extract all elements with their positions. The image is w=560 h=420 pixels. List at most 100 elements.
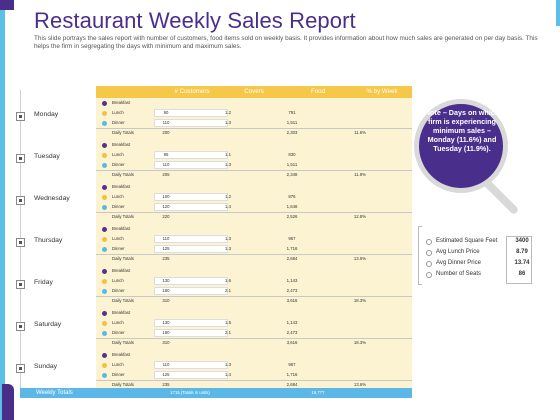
covers-value: 1.6	[225, 278, 231, 283]
customers-value: 100	[162, 194, 170, 199]
input-box	[154, 361, 228, 369]
breakfast-dot-icon	[102, 311, 107, 316]
customers-value: 200	[162, 130, 170, 135]
dinner-dot-icon	[102, 289, 107, 294]
day-row: Monday	[16, 98, 96, 138]
stat-value: 13.74	[514, 260, 530, 266]
breakfast-label: Breakfast	[112, 352, 131, 357]
accent-left-bar	[0, 10, 5, 420]
totals-divider	[96, 380, 412, 381]
customers-value: 110	[162, 362, 170, 367]
daily-label: Daily Totals	[112, 382, 134, 387]
daily-label: Daily Totals	[112, 340, 134, 345]
daily-label: Daily Totals	[112, 130, 134, 135]
page-title: Restaurant Weekly Sales Report	[34, 8, 356, 33]
customers-value: 125	[162, 246, 170, 251]
food-value: 3,616	[286, 340, 298, 345]
food-value: 2,684	[286, 256, 298, 261]
customers-value: 235	[162, 256, 170, 261]
sales-table	[96, 86, 412, 388]
customers-value: 220	[162, 214, 170, 219]
percent-value: 12.8%	[353, 214, 367, 219]
food-value: 2,348	[286, 172, 298, 177]
food-value: 1,511	[286, 162, 298, 167]
dinner-dot-icon	[102, 247, 107, 252]
dinner-line: Dinner 110 1.3 1,511	[96, 119, 412, 127]
weekly-totals-bar	[20, 388, 412, 398]
dinner-label: Dinner	[112, 162, 125, 167]
lunch-label: Lunch	[112, 362, 124, 367]
day-block: Breakfast Lunch 90 1.2 791 Dinner 110 1.3 1,511 D…	[96, 99, 412, 141]
day-row: Wednesday	[16, 182, 96, 222]
day-block: Breakfast Lunch 130 1.6 1,143 Dinner 180 2.1 2,4…	[96, 267, 412, 309]
stat-value: 8.79	[516, 249, 528, 255]
customers-value: 310	[162, 298, 170, 303]
timeline-marker-icon	[16, 196, 25, 205]
customers-value: 180	[162, 288, 170, 293]
customers-value: 205	[162, 172, 170, 177]
lunch-label: Lunch	[112, 278, 124, 283]
dinner-dot-icon	[102, 163, 107, 168]
customers-value: 235	[162, 382, 170, 387]
lunch-line: Lunch 100 1.2 876	[96, 193, 412, 201]
day-label: Tuesday	[34, 153, 60, 160]
stats-bracket-bottom	[418, 284, 422, 285]
breakfast-dot-icon	[102, 227, 107, 232]
covers-value: 1.3	[225, 120, 231, 125]
lunch-dot-icon	[102, 321, 107, 326]
covers-value: 1.3	[225, 246, 231, 251]
customers-value: 125	[162, 372, 170, 377]
covers-value: 1.2	[225, 110, 231, 115]
timeline-marker-icon	[16, 364, 25, 373]
accent-corner	[2, 384, 14, 420]
food-value: 830	[288, 152, 296, 157]
input-box	[154, 329, 228, 337]
col-header-covers: Covers	[244, 88, 264, 95]
lunch-dot-icon	[102, 195, 107, 200]
stats-value-box	[506, 236, 532, 284]
col-header-food: Food	[310, 88, 326, 95]
food-value: 967	[288, 362, 296, 367]
timeline-marker-icon	[16, 154, 25, 163]
timeline-marker-icon	[16, 322, 25, 331]
stat-label: Avg Dinner Price	[436, 260, 481, 266]
breakfast-label: Breakfast	[112, 226, 131, 231]
customers-value: 110	[162, 162, 170, 167]
covers-value: 1.3	[225, 236, 231, 241]
dinner-label: Dinner	[112, 204, 125, 209]
breakfast-dot-icon	[102, 101, 107, 106]
bullet-circle-icon	[426, 261, 432, 267]
customers-value: 110	[162, 236, 170, 241]
lunch-label: Lunch	[112, 236, 124, 241]
customers-value: 180	[162, 330, 170, 335]
input-box	[154, 245, 228, 253]
input-box	[154, 235, 228, 243]
accent-right-bar	[556, 0, 560, 26]
input-box	[154, 203, 228, 211]
timeline-marker-icon	[16, 280, 25, 289]
stat-row-seats: Number of Seats 86	[426, 270, 536, 281]
dinner-line: Dinner 180 2.1 2,473	[96, 329, 412, 337]
weekly-totals-food: 19,777	[311, 390, 325, 395]
day-block: Breakfast Lunch 110 1.3 967 Dinner 125 1.4 1,716…	[96, 351, 412, 393]
lunch-label: Lunch	[112, 320, 124, 325]
covers-value: 1.5	[225, 320, 231, 325]
stat-row-square-feet: Estimated Square Feet 3400	[426, 237, 536, 248]
weekly-totals-label: Weekly Totals	[36, 390, 73, 396]
totals-divider	[96, 212, 412, 213]
dinner-line: Dinner 125 1.4 1,716	[96, 371, 412, 379]
stat-label: Number of Seats	[436, 271, 482, 277]
food-value: 1,143	[286, 278, 298, 283]
dinner-dot-icon	[102, 331, 107, 336]
totals-divider	[96, 170, 412, 171]
breakfast-label: Breakfast	[112, 268, 131, 273]
covers-value: 1.4	[225, 204, 231, 209]
customers-value: 110	[162, 120, 170, 125]
day-row: Tuesday	[16, 140, 96, 180]
day-row: Saturday	[16, 308, 96, 348]
day-label: Wednesday	[34, 195, 70, 202]
stat-label: Avg Lunch Price	[436, 249, 480, 255]
percent-value: 11.9%	[354, 172, 366, 177]
stat-row-avg-lunch: Avg Lunch Price 8.79	[426, 248, 536, 259]
customers-value: 95	[163, 152, 169, 157]
